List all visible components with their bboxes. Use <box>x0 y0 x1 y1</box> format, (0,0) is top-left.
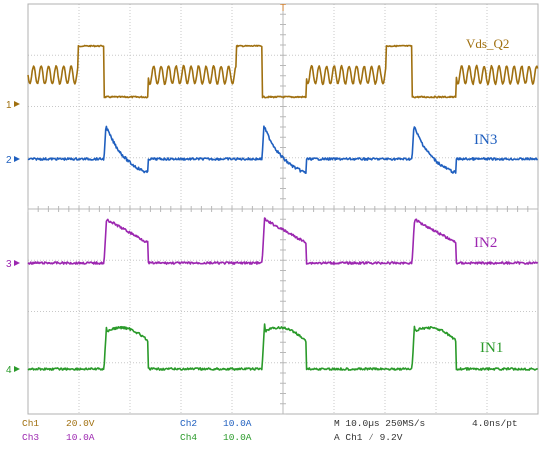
channel-label-ch1: Vds_Q2 <box>466 36 509 51</box>
channel-label-ch3: IN2 <box>474 235 497 251</box>
resolution-readout: 4.0ns/pt <box>472 418 518 429</box>
ch4-name: Ch4 <box>180 432 198 443</box>
timebase-readout: M 10.0µs 250MS/s <box>334 418 426 429</box>
trigger-readout: A Ch1 ∕ 9.2V <box>334 432 403 443</box>
ch2-name: Ch2 <box>180 418 198 429</box>
channel-ground-arrow <box>14 101 20 107</box>
ch2-scale: 10.0A <box>223 418 252 429</box>
channel-ground-arrow <box>14 156 20 162</box>
waveform-ch2 <box>27 125 539 174</box>
ch3-name: Ch3 <box>22 432 40 443</box>
ch3-scale: 10.0A <box>66 432 95 443</box>
waveform-ch1 <box>27 44 539 99</box>
channel-2-marker: 2 <box>6 155 12 166</box>
trigger-position-marker: T <box>280 3 286 14</box>
channel-4-marker: 4 <box>6 365 12 376</box>
ch4-scale: 10.0A <box>223 432 252 443</box>
channel-3-marker: 3 <box>6 259 12 270</box>
channel-label-ch2: IN3 <box>474 132 497 148</box>
channel-label-ch4: IN1 <box>480 340 503 356</box>
ch1-scale: 20.0V <box>66 418 95 429</box>
ch1-name: Ch1 <box>22 418 40 429</box>
channel-1-marker: 1 <box>6 100 12 111</box>
waveform-ch4 <box>27 323 539 371</box>
channel-ground-arrow <box>14 366 20 372</box>
waveform-ch3 <box>27 217 539 265</box>
channel-ground-arrow <box>14 260 20 266</box>
